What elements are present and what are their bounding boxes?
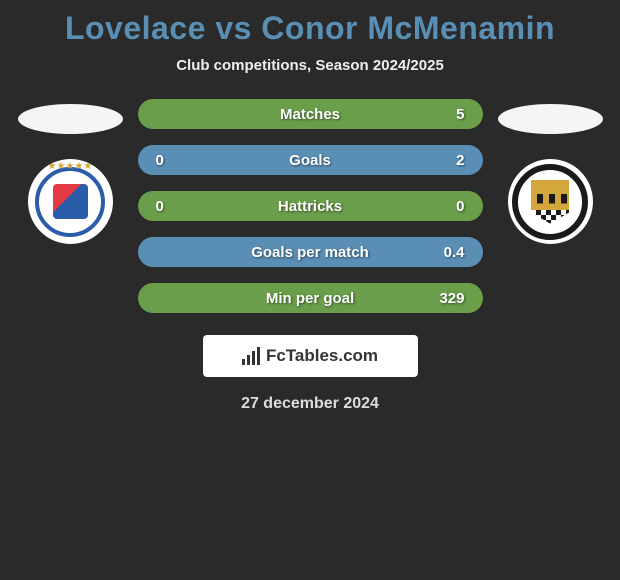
- stat-right-value: 2: [456, 152, 464, 169]
- stat-label: Min per goal: [266, 290, 354, 307]
- stat-label: Goals per match: [251, 244, 369, 261]
- stat-row: 0 Hattricks 0: [138, 191, 483, 221]
- stat-left-value: 0: [156, 152, 164, 169]
- star-icon: ★★★★★: [48, 161, 93, 172]
- stat-left-value: 0: [156, 198, 164, 215]
- player-avatar-left: [18, 104, 123, 134]
- right-column: [498, 99, 603, 244]
- stat-row: Min per goal 329: [138, 283, 483, 313]
- stats-list: Matches 5 0 Goals 2 0 Hattricks 0 Goals per matc…: [138, 99, 483, 313]
- stat-label: Goals: [289, 152, 331, 169]
- left-column: ★★★★★: [18, 99, 123, 244]
- club-badge-left: ★★★★★: [28, 159, 113, 244]
- stat-label: Matches: [280, 106, 340, 123]
- site-logo[interactable]: FcTables.com: [203, 335, 418, 377]
- club-badge-right: [508, 159, 593, 244]
- badge-emblem-icon: [53, 184, 88, 219]
- stat-right-value: 0.4: [444, 244, 465, 261]
- stat-row: Goals per match 0.4: [138, 237, 483, 267]
- stat-right-value: 0: [456, 198, 464, 215]
- date-label: 27 december 2024: [0, 395, 620, 413]
- page-title: Lovelace vs Conor McMenamin: [0, 10, 620, 47]
- main-area: ★★★★★ Matches 5 0 Goals 2 0 Hattricks 0 Goals pe…: [0, 99, 620, 313]
- site-logo-text: FcTables.com: [266, 346, 378, 366]
- stat-right-value: 5: [456, 106, 464, 123]
- stat-label: Hattricks: [278, 198, 342, 215]
- subtitle: Club competitions, Season 2024/2025: [0, 57, 620, 74]
- comparison-card: Lovelace vs Conor McMenamin Club competi…: [0, 0, 620, 423]
- stat-right-value: 329: [439, 290, 464, 307]
- stat-row: Matches 5: [138, 99, 483, 129]
- stat-row: 0 Goals 2: [138, 145, 483, 175]
- badge-shield-icon: [531, 180, 569, 224]
- bars-icon: [242, 347, 260, 365]
- player-avatar-right: [498, 104, 603, 134]
